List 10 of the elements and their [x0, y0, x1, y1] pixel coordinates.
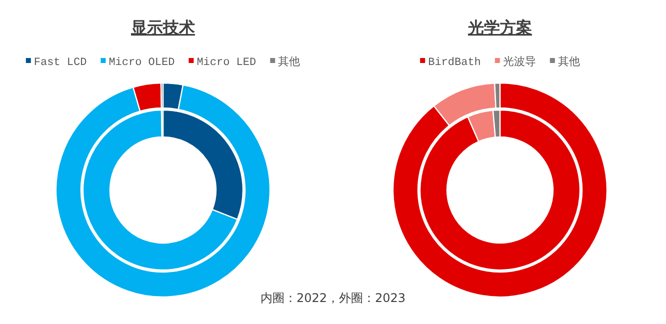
legend-label: 光波导	[502, 55, 536, 69]
text: 内圈：2022，外圈：2023	[260, 291, 406, 305]
legend-label: Fast LCD	[34, 57, 88, 69]
legend-label: 其他	[278, 55, 300, 69]
legend-label: BirdBath	[428, 57, 481, 69]
chart-title: 显示技术	[130, 18, 195, 37]
legend-label: Micro LED	[196, 57, 257, 69]
chart-title: 光学方案	[467, 18, 532, 37]
legend-label: Micro OLED	[108, 57, 176, 69]
legend-label: 其他	[558, 55, 580, 69]
